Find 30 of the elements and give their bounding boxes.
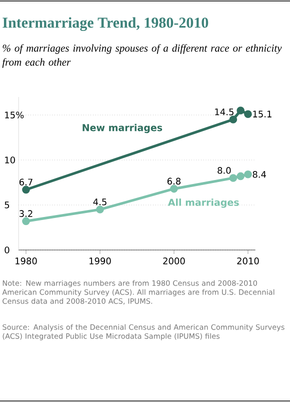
data-label: 4.5 bbox=[93, 198, 106, 206]
y-tick-label: 15% bbox=[5, 112, 24, 118]
point bbox=[236, 172, 244, 180]
data-label: 6.8 bbox=[167, 178, 181, 185]
point bbox=[229, 174, 238, 182]
series-label: All marriages bbox=[168, 198, 239, 208]
data-label: 8.4 bbox=[252, 170, 266, 178]
point bbox=[244, 170, 252, 178]
data-label: 14.5 bbox=[215, 108, 234, 116]
x-tick-label: 2010 bbox=[237, 258, 259, 264]
point bbox=[244, 110, 252, 118]
x-tick-label: 2000 bbox=[163, 258, 185, 264]
series-label: New marriages bbox=[82, 124, 162, 134]
data-label: 15.1 bbox=[253, 110, 272, 118]
data-label: 6.7 bbox=[19, 178, 32, 186]
point bbox=[22, 186, 30, 194]
point bbox=[22, 217, 30, 226]
chart-subtitle: % of marriages involving spouses of a different race or ethnicity from each other bbox=[2, 44, 282, 68]
point bbox=[96, 206, 104, 214]
chart-title: Intermarriage Trend, 1980-2010 bbox=[2, 17, 208, 31]
data-label: 3.2 bbox=[20, 210, 32, 217]
y-tick-label: 10 bbox=[5, 156, 15, 164]
data-label: 8.0 bbox=[218, 166, 231, 174]
point bbox=[170, 184, 178, 193]
x-tick-label: 1990 bbox=[90, 258, 111, 264]
y-tick-label: 0 bbox=[4, 246, 10, 254]
point bbox=[229, 116, 238, 124]
point bbox=[236, 106, 244, 114]
x-tick-label: 1980 bbox=[16, 258, 37, 264]
y-tick-label: 5 bbox=[4, 202, 10, 208]
